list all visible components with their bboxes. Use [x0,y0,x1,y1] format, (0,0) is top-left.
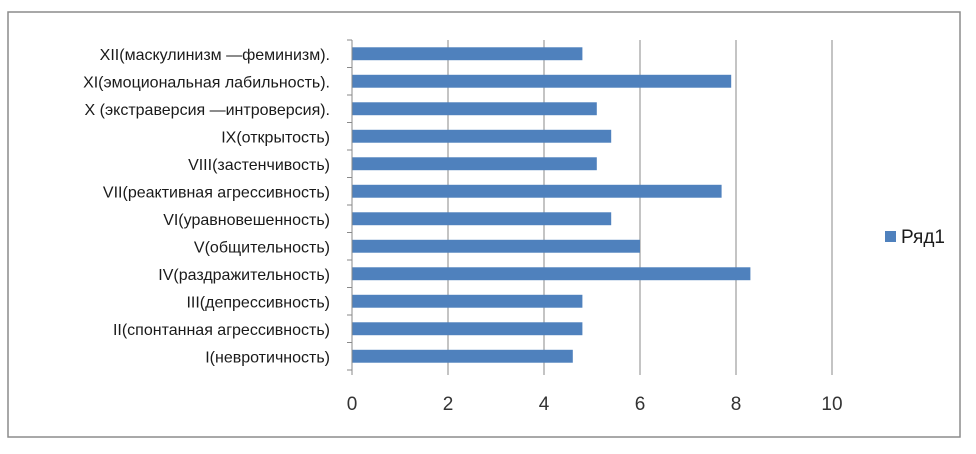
category-labels: XII(маскулинизм —феминизм). XI(эмоциональ… [83,47,330,367]
category-label: IX(открытость) [221,129,330,146]
category-label: VI(уравновешенность) [163,212,330,229]
bar [352,157,597,171]
category-label: X (экстраверсия —интроверсия). [85,102,330,119]
category-label: I(невротичность) [205,349,330,366]
x-tick-label: 4 [539,394,550,415]
bar [352,239,640,253]
x-tick-label: 6 [635,394,646,415]
x-tick-label: 8 [731,394,742,415]
category-label: V(общительность) [194,239,330,256]
bars [352,47,751,363]
category-label: IV(раздражительность) [158,267,330,284]
bar [352,102,597,116]
x-tick-label: 0 [347,394,358,415]
bar [352,74,732,88]
bar [352,267,751,281]
axes [347,39,833,375]
x-tick-label: 2 [443,394,454,415]
legend: Ряд1 [885,227,945,248]
legend-label: Ряд1 [901,227,945,248]
bar [352,349,573,363]
bar [352,294,583,308]
bar [352,129,612,143]
category-label: VII(реактивная агрессивность) [103,184,330,201]
bar [352,322,583,336]
category-label: III(депрессивность) [186,294,330,311]
bar [352,212,612,226]
category-label: XII(маскулинизм —феминизм). [100,47,330,64]
x-tick-labels: 0 2 4 6 8 10 [347,394,843,415]
category-label: VIII(застенчивость) [188,157,330,174]
legend-swatch [885,231,896,242]
bar [352,184,722,198]
x-tick-label: 10 [821,394,842,415]
gridlines [447,40,833,370]
category-label: II(спонтанная агрессивность) [113,322,330,339]
category-label: XI(эмоциональная лабильность). [83,74,330,91]
bar [352,47,583,61]
